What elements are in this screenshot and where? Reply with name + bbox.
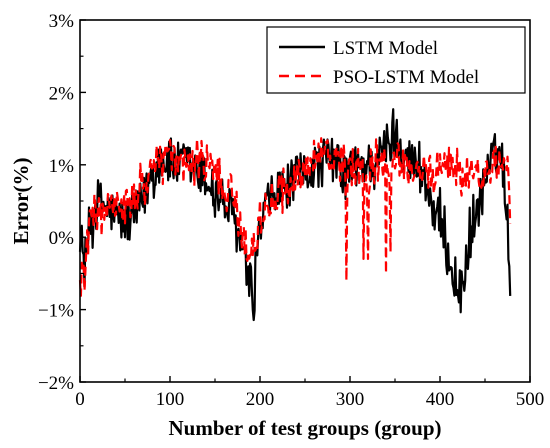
x-tick-label: 300 bbox=[336, 389, 365, 410]
axis-ticks: 0 100 200 300 400 500 −2% −1% 0% 1% 2% 3% bbox=[38, 11, 544, 410]
y-tick-label: −1% bbox=[38, 301, 74, 322]
x-tick-label: 100 bbox=[156, 389, 185, 410]
y-tick-label: −2% bbox=[38, 373, 74, 394]
x-tick-label: 200 bbox=[246, 389, 275, 410]
series-line-lstm bbox=[78, 108, 512, 322]
y-tick-label: 2% bbox=[49, 83, 75, 104]
series-line-pso-lstm bbox=[78, 137, 512, 297]
y-tick-label: 1% bbox=[49, 156, 75, 177]
x-axis-label: Number of test groups (group) bbox=[168, 416, 441, 440]
x-tick-label: 500 bbox=[516, 389, 545, 410]
legend: LSTM Model PSO-LSTM Model bbox=[266, 26, 526, 94]
legend-box bbox=[266, 26, 526, 94]
x-tick-label: 400 bbox=[426, 389, 455, 410]
legend-label-lstm: LSTM Model bbox=[333, 38, 438, 59]
y-axis-label: Error(%) bbox=[9, 157, 33, 244]
plot-lines bbox=[78, 108, 512, 322]
y-tick-label: 3% bbox=[49, 11, 75, 32]
x-tick-label: 0 bbox=[75, 389, 85, 410]
legend-label-pso-lstm: PSO-LSTM Model bbox=[333, 67, 479, 88]
y-tick-label: 0% bbox=[49, 228, 75, 249]
